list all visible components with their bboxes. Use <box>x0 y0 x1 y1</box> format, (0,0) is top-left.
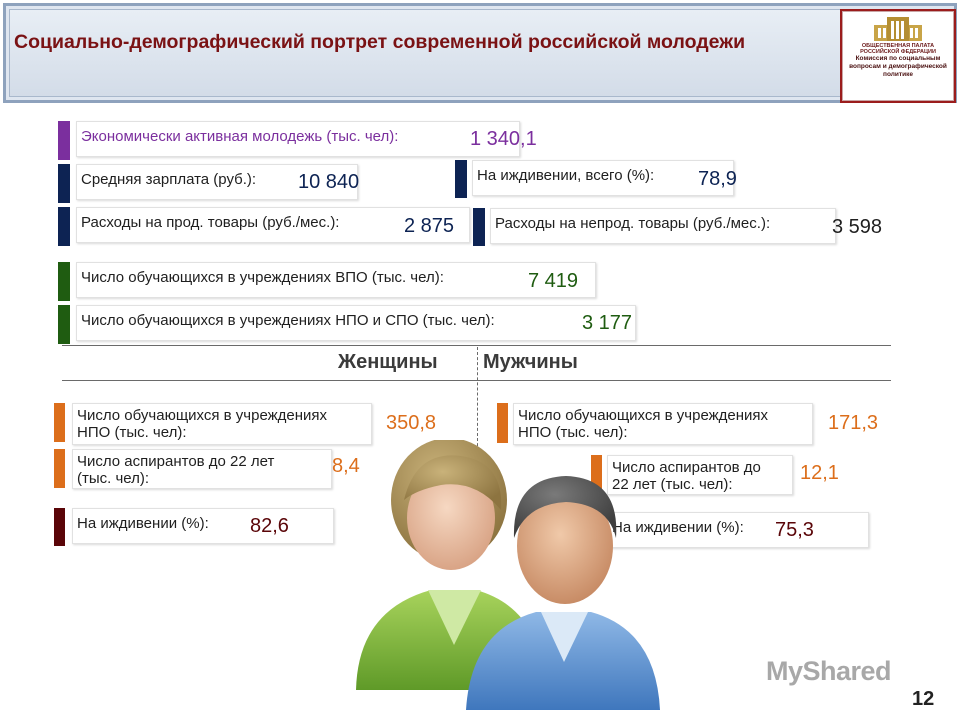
stat-label-box: Расходы на непрод. товары (руб./мес.): <box>490 208 836 244</box>
people-icon <box>356 440 660 710</box>
stat-value: 3 598 <box>832 216 883 238</box>
title-banner-inner <box>9 9 951 97</box>
accent-bar <box>473 208 485 246</box>
stat-label-line2: (тыс. чел): <box>77 470 150 487</box>
stat-value: 3 177 <box>582 312 633 334</box>
logo-org-name: ОБЩЕСТВЕННАЯ ПАЛАТА РОССИЙСКОЙ ФЕДЕРАЦИИ <box>860 43 936 55</box>
stat-label: Средняя зарплата (руб.): <box>81 171 257 188</box>
divider-bottom <box>62 380 891 381</box>
stat-value: 1 340,1 <box>470 128 537 150</box>
accent-bar <box>54 403 65 442</box>
stat-label: На иждивении (%): <box>612 519 744 536</box>
stat-label-box: Число аспирантов до 22 лет (тыс. чел): <box>72 449 332 489</box>
accent-bar <box>54 508 65 546</box>
page-title: Социально-демографический портрет соврем… <box>14 31 746 53</box>
stat-label: Экономически активная молодежь (тыс. чел… <box>81 128 399 145</box>
accent-bar <box>58 164 70 203</box>
accent-bar <box>497 403 508 443</box>
stat-label-line1: Число обучающихся в учреждениях <box>77 407 328 424</box>
stat-label-box: Расходы на прод. товары (руб./мес.): <box>76 207 470 243</box>
logo-caption: Комиссия по социальным вопросам и демогр… <box>849 55 947 78</box>
accent-bar <box>58 262 70 301</box>
stat-value: 171,3 <box>828 412 879 434</box>
accent-bar <box>591 455 602 493</box>
stat-value: 75,3 <box>775 519 814 541</box>
stat-value: 2 875 <box>404 215 455 237</box>
title-banner: Социально-демографический портрет соврем… <box>3 3 957 103</box>
women-heading: Женщины <box>338 351 438 373</box>
stat-label: На иждивении (%): <box>77 515 209 532</box>
accent-bar <box>58 305 70 344</box>
stat-value: 350,8 <box>386 412 437 434</box>
stat-label-line1: Число аспирантов до <box>612 459 761 476</box>
stat-value: 78,9 <box>698 168 737 190</box>
stat-label: Число обучающихся в учреждениях ВПО (тыс… <box>81 269 444 286</box>
accent-bar <box>455 160 467 198</box>
stat-value: 7 419 <box>528 270 579 292</box>
stat-label-box: Число аспирантов до 22 лет (тыс. чел): <box>607 455 793 495</box>
accent-bar <box>58 121 70 160</box>
stat-label-line2: НПО (тыс. чел): <box>77 424 187 441</box>
stat-value: 12,1 <box>800 462 839 484</box>
stat-label-box: Экономически активная молодежь (тыс. чел… <box>76 121 520 157</box>
stat-label-box: На иждивении, всего (%): <box>472 160 734 196</box>
stat-value: 10 840 <box>298 171 360 193</box>
stat-value: 82,6 <box>250 515 289 537</box>
stat-label: Расходы на непрод. товары (руб./мес.): <box>495 215 771 232</box>
stat-label-line2: НПО (тыс. чел): <box>518 424 628 441</box>
building-icon <box>874 17 922 41</box>
stat-label-box: Число обучающихся в учреждениях НПО (тыс… <box>72 403 372 445</box>
men-heading: Мужчины <box>483 351 578 373</box>
page-number: 12 <box>912 688 935 710</box>
stat-value: 8,4 <box>332 455 360 477</box>
stat-label: Расходы на прод. товары (руб./мес.): <box>81 214 340 231</box>
stat-label-box: Число обучающихся в учреждениях ВПО (тыс… <box>76 262 596 298</box>
stat-label-line1: Число аспирантов до 22 лет <box>77 453 275 470</box>
divider-top <box>62 345 891 346</box>
stat-label: На иждивении, всего (%): <box>477 167 655 184</box>
stat-label: Число обучающихся в учреждениях НПО и СП… <box>81 312 495 329</box>
stat-label-box: Средняя зарплата (руб.): <box>76 164 358 200</box>
stat-label-box: Число обучающихся в учреждениях НПО и СП… <box>76 305 636 341</box>
stat-label-box: Число обучающихся в учреждениях НПО (тыс… <box>513 403 813 445</box>
watermark: MyShared <box>766 656 892 686</box>
stat-label-box: На иждивении (%): <box>72 508 334 544</box>
gender-separator <box>477 347 478 527</box>
stat-label-box: На иждивении (%): <box>607 512 869 548</box>
logo-emblem: ОБЩЕСТВЕННАЯ ПАЛАТА РОССИЙСКОЙ ФЕДЕРАЦИИ… <box>840 9 956 103</box>
stat-label-line1: Число обучающихся в учреждениях <box>518 407 769 424</box>
accent-bar <box>58 207 70 246</box>
accent-bar <box>54 449 65 488</box>
stat-label-line2: 22 лет (тыс. чел): <box>612 476 733 493</box>
